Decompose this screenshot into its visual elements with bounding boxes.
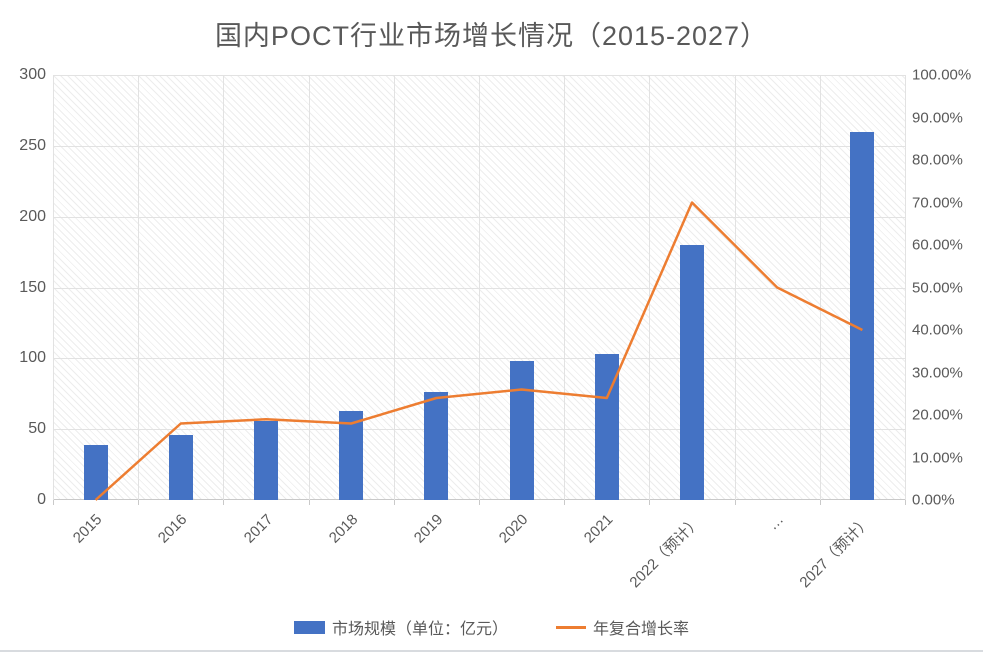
x-axis-label: 2020 (496, 511, 532, 547)
bar-2019[interactable] (424, 392, 449, 500)
x-axis-tick (734, 500, 736, 505)
v-gridline (53, 75, 54, 500)
y-axis-label-right: 60.00% (912, 236, 963, 254)
x-axis-tick (479, 500, 480, 505)
x-axis-label: 2018 (325, 511, 362, 547)
v-gridline (308, 75, 310, 500)
legend-label: 市场规模（单位：亿元） (331, 621, 508, 638)
y-axis-label-right: 0.00% (912, 491, 955, 509)
y-axis-label-left: 150 (19, 278, 46, 296)
x-axis-label: 2019 (410, 511, 447, 547)
line-layer (94, 201, 863, 501)
bar-2022（预计）[interactable] (680, 245, 704, 500)
x-axis-tick (649, 500, 651, 505)
x-axis-tick (819, 500, 821, 505)
x-axis-label: 2015 (70, 511, 106, 547)
y-axis-label-right: 50.00% (912, 279, 963, 296)
y-axis-label-left: 50 (28, 420, 46, 438)
v-gridline (734, 75, 736, 500)
bar-2015[interactable] (83, 444, 108, 500)
v-gridline (393, 75, 395, 500)
y-axis-label-right: 40.00% (912, 321, 963, 339)
x-axis-tick (223, 500, 225, 505)
y-axis-label-right: 70.00% (912, 194, 963, 211)
x-axis-tick (393, 500, 395, 505)
legend-item-market-size[interactable]: 市场规模（单位：亿元） (293, 615, 508, 639)
bar-2020[interactable] (509, 361, 534, 500)
bar-2017[interactable] (254, 420, 278, 500)
legend-label: 年复合增长率 (593, 621, 690, 638)
y-axis-label-left: 0 (37, 491, 46, 508)
y-axis-label-right: 90.00% (912, 109, 963, 126)
bar-2027（预计）[interactable] (850, 131, 875, 500)
v-gridline (649, 75, 651, 500)
x-axis-tick (138, 500, 140, 505)
y-axis-label-right: 80.00% (912, 151, 963, 169)
v-gridline (479, 75, 480, 500)
v-gridline (223, 75, 225, 500)
x-axis-tick (308, 500, 310, 505)
legend-item-cagr[interactable]: 年复合增长率 (556, 615, 689, 639)
x-axis-tick (564, 500, 566, 505)
x-axis-label: 2016 (155, 511, 191, 547)
v-gridline (819, 75, 821, 500)
v-gridline (564, 75, 566, 500)
bar-2018[interactable] (339, 410, 364, 500)
y-axis-label-right: 30.00% (912, 364, 963, 381)
x-axis-tick (53, 500, 54, 505)
y-axis-label-right: 20.00% (912, 406, 963, 424)
x-axis-label: 2027（预计） (796, 513, 875, 592)
y-axis-label-right: 100.00% (912, 66, 972, 84)
x-axis-label: … (764, 511, 788, 534)
y-axis-label-right: 10.00% (912, 449, 963, 466)
line-series-swatch-icon (556, 625, 586, 629)
bar-series-swatch-icon (293, 620, 325, 634)
y-axis-label-left: 200 (19, 207, 46, 225)
y-axis-label-left: 300 (19, 66, 46, 83)
bar-2016[interactable] (168, 434, 193, 500)
legend: 市场规模（单位：亿元） 年复合增长率 (0, 615, 983, 639)
x-axis-label: 2021 (581, 511, 617, 547)
cagr-line[interactable] (94, 201, 863, 501)
plot-area (53, 75, 906, 501)
v-gridline (905, 75, 906, 500)
y-axis-label-left: 250 (19, 136, 46, 154)
y-axis-label-left: 100 (19, 349, 46, 367)
x-axis-label: 2017 (240, 511, 277, 547)
v-gridline (138, 75, 140, 500)
bottom-border (0, 650, 983, 652)
x-axis-tick (905, 500, 906, 505)
x-axis-label: 2022（预计） (626, 513, 705, 592)
chart-title: 国内POCT行业市场增长情况（2015-2027） (214, 21, 769, 51)
